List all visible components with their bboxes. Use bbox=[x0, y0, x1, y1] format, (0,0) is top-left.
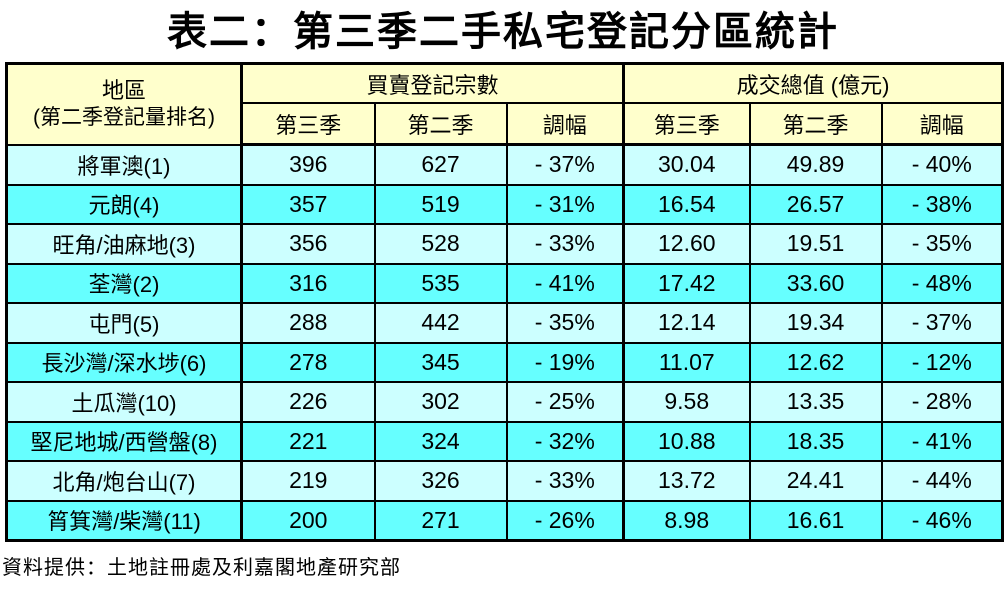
table-row: 旺角/油麻地(3) 356 528- 33% 12.60 19.51- 35% bbox=[5, 223, 1004, 265]
reg-q2-cell: 519 bbox=[373, 183, 508, 225]
header-district-subtitle: (第二季登記量排名) bbox=[33, 105, 215, 129]
header-group-value: 成交總值 (億元) bbox=[622, 62, 1004, 104]
header-reg-q2: 第二季 bbox=[373, 102, 508, 146]
header-sub-row: 第三季 第二季 調幅 第三季 第二季 調幅 bbox=[7, 102, 1004, 146]
val-change-cell: - 41% bbox=[880, 420, 1004, 462]
district-cell: 旺角/油麻地(3) bbox=[5, 223, 243, 265]
reg-q2-cell: 302 bbox=[373, 381, 508, 423]
reg-change-cell: - 32% bbox=[505, 420, 626, 462]
reg-q2-cell: 627 bbox=[373, 143, 508, 186]
val-q3-cell: 12.14 bbox=[622, 302, 751, 344]
val-q2-cell: 18.35 bbox=[748, 420, 883, 462]
reg-change-cell: - 19% bbox=[505, 341, 626, 383]
reg-q2-cell: 271 bbox=[373, 499, 508, 542]
table-row: 北角/炮台山(7) 219 326- 33% 13.72 24.41- 44% bbox=[5, 460, 1004, 502]
table-row: 長沙灣/深水埗(6) 278 345- 19% 11.07 12.62- 12% bbox=[5, 341, 1004, 383]
district-cell: 北角/炮台山(7) bbox=[5, 460, 243, 502]
header-val-change: 調幅 bbox=[880, 102, 1004, 146]
header-reg-change: 調幅 bbox=[505, 102, 626, 146]
val-q3-cell: 9.58 bbox=[622, 381, 751, 423]
reg-change-cell: - 37% bbox=[505, 143, 626, 186]
header-group-row: 地區 (第二季登記量排名) 買賣登記宗數 成交總值 (億元) bbox=[5, 62, 1004, 146]
val-change-cell: - 44% bbox=[880, 460, 1004, 502]
reg-q3-cell: 288 bbox=[240, 302, 376, 344]
val-change-cell: - 12% bbox=[880, 341, 1004, 383]
val-q3-cell: 16.54 bbox=[622, 183, 751, 225]
reg-change-cell: - 25% bbox=[505, 381, 626, 423]
val-change-cell: - 46% bbox=[880, 499, 1004, 542]
district-cell: 土瓜灣(10) bbox=[5, 381, 243, 423]
district-cell: 長沙灣/深水埗(6) bbox=[5, 341, 243, 383]
reg-q2-cell: 326 bbox=[373, 460, 508, 502]
val-q2-cell: 33.60 bbox=[748, 262, 883, 304]
table-body: 將軍澳(1) 396 627- 37% 30.04 49.89- 40% 元朗(4) 357… bbox=[5, 143, 1004, 542]
val-q3-cell: 11.07 bbox=[622, 341, 751, 383]
reg-q2-cell: 535 bbox=[373, 262, 508, 304]
reg-q3-cell: 278 bbox=[240, 341, 376, 383]
val-q2-cell: 16.61 bbox=[748, 499, 883, 542]
reg-change-cell: - 33% bbox=[505, 460, 626, 502]
district-cell: 筲箕灣/柴灣(11) bbox=[5, 499, 243, 542]
header-district: 地區 (第二季登記量排名) bbox=[5, 62, 243, 146]
table-row: 將軍澳(1) 396 627- 37% 30.04 49.89- 40% bbox=[5, 143, 1004, 186]
header-district-title: 地區 bbox=[101, 78, 146, 104]
header-val-q3: 第三季 bbox=[622, 102, 751, 146]
header-reg-q3: 第三季 bbox=[240, 102, 376, 146]
table-row: 元朗(4) 357 519- 31% 16.54 26.57- 38% bbox=[5, 183, 1004, 225]
reg-change-cell: - 31% bbox=[505, 183, 626, 225]
district-cell: 屯門(5) bbox=[5, 302, 243, 344]
table-row: 屯門(5) 288 442- 35% 12.14 19.34- 37% bbox=[5, 302, 1004, 344]
val-q2-cell: 26.57 bbox=[748, 183, 883, 225]
val-change-cell: - 37% bbox=[880, 302, 1004, 344]
val-change-cell: - 28% bbox=[880, 381, 1004, 423]
val-q3-cell: 8.98 bbox=[622, 499, 751, 542]
reg-q2-cell: 442 bbox=[373, 302, 508, 344]
val-q2-cell: 24.41 bbox=[748, 460, 883, 502]
reg-q3-cell: 396 bbox=[240, 143, 376, 186]
page-title: 表二：第三季二手私宅登記分區統計 bbox=[167, 10, 839, 54]
district-cell: 荃灣(2) bbox=[5, 262, 243, 304]
val-change-cell: - 40% bbox=[880, 143, 1004, 186]
table-row: 荃灣(2) 316 535- 41% 17.42 33.60- 48% bbox=[5, 262, 1004, 304]
table-header: 地區 (第二季登記量排名) 買賣登記宗數 成交總值 (億元) 第三季 第二季 調… bbox=[5, 62, 1004, 146]
reg-q3-cell: 200 bbox=[240, 499, 376, 542]
val-q3-cell: 13.72 bbox=[622, 460, 751, 502]
source-note: 資料提供：土地註冊處及利嘉閣地產研究部 bbox=[2, 557, 401, 579]
header-group-registrations: 買賣登記宗數 bbox=[240, 62, 626, 104]
reg-q2-cell: 528 bbox=[373, 223, 508, 265]
table-row: 堅尼地城/西營盤(8) 221 324- 32% 10.88 18.35- 41% bbox=[5, 420, 1004, 462]
reg-q3-cell: 316 bbox=[240, 262, 376, 304]
val-change-cell: - 38% bbox=[880, 183, 1004, 225]
val-q2-cell: 19.51 bbox=[748, 223, 883, 265]
reg-q3-cell: 357 bbox=[240, 183, 376, 225]
reg-change-cell: - 41% bbox=[505, 262, 626, 304]
val-q2-cell: 13.35 bbox=[748, 381, 883, 423]
reg-q3-cell: 219 bbox=[240, 460, 376, 502]
val-q2-cell: 19.34 bbox=[748, 302, 883, 344]
stats-table: 地區 (第二季登記量排名) 買賣登記宗數 成交總值 (億元) 第三季 第二季 調… bbox=[5, 62, 1005, 542]
val-change-cell: - 48% bbox=[880, 262, 1004, 304]
table-row: 筲箕灣/柴灣(11) 200 271- 26% 8.98 16.61- 46% bbox=[5, 499, 1004, 542]
table-row: 土瓜灣(10) 226 302- 25% 9.58 13.35- 28% bbox=[5, 381, 1004, 423]
district-cell: 堅尼地城/西營盤(8) bbox=[5, 420, 243, 462]
district-cell: 將軍澳(1) bbox=[5, 143, 243, 186]
reg-change-cell: - 26% bbox=[505, 499, 626, 542]
val-q3-cell: 10.88 bbox=[622, 420, 751, 462]
reg-q3-cell: 226 bbox=[240, 381, 376, 423]
val-q3-cell: 17.42 bbox=[622, 262, 751, 304]
reg-q3-cell: 356 bbox=[240, 223, 376, 265]
val-q2-cell: 12.62 bbox=[748, 341, 883, 383]
reg-q2-cell: 324 bbox=[373, 420, 508, 462]
header-val-q2: 第二季 bbox=[748, 102, 883, 146]
district-cell: 元朗(4) bbox=[5, 183, 243, 225]
reg-q2-cell: 345 bbox=[373, 341, 508, 383]
val-q3-cell: 12.60 bbox=[622, 223, 751, 265]
val-change-cell: - 35% bbox=[880, 223, 1004, 265]
reg-change-cell: - 35% bbox=[505, 302, 626, 344]
reg-change-cell: - 33% bbox=[505, 223, 626, 265]
val-q3-cell: 30.04 bbox=[622, 143, 751, 186]
val-q2-cell: 49.89 bbox=[748, 143, 883, 186]
reg-q3-cell: 221 bbox=[240, 420, 376, 462]
